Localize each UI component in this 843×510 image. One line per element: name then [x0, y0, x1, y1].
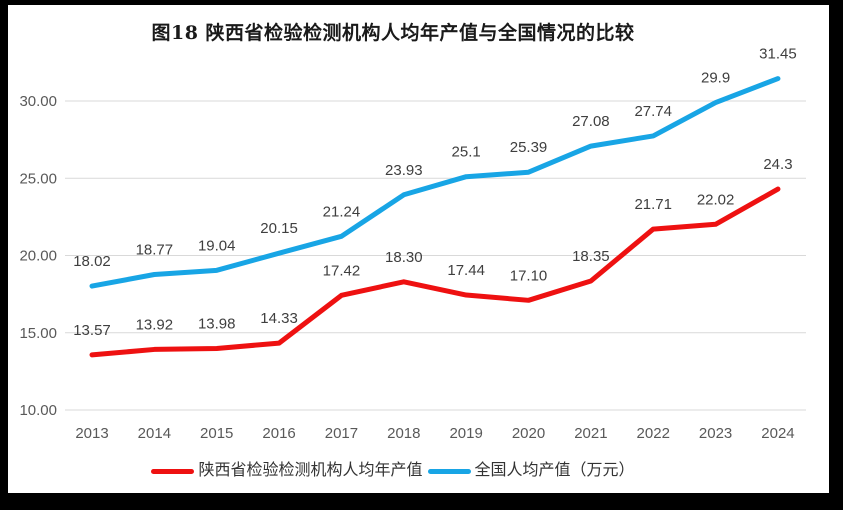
x-axis-tick-label-2016: 2016	[262, 425, 295, 442]
data-label-series0-2015: 13.98	[198, 316, 236, 333]
data-label-series1-2018: 23.93	[385, 162, 423, 179]
x-axis-tick-label-2015: 2015	[200, 425, 233, 442]
series-line-1	[89, 76, 781, 289]
y-axis-tick-label: 25.00	[19, 170, 57, 187]
x-axis-tick-label-2023: 2023	[699, 425, 732, 442]
legend-line-sample-blue	[427, 468, 471, 474]
x-axis-tick-label-2019: 2019	[449, 425, 482, 442]
data-label-series1-2016: 20.15	[260, 220, 298, 237]
data-label-series0-2021: 18.35	[572, 248, 610, 265]
data-label-series0-2022: 21.71	[634, 196, 672, 213]
y-axis-tick-label: 15.00	[19, 325, 57, 342]
legend-label-national: 全国人均产值（万元）	[474, 462, 635, 479]
data-label-series0-2023: 22.02	[697, 191, 735, 208]
data-label-series0-2013: 13.57	[73, 322, 111, 339]
chart-title: 图18 陕西省检验检测机构人均年产值与全国情况的比较	[151, 22, 635, 44]
data-label-series1-2024: 31.45	[759, 46, 797, 63]
legend-line-sample-red	[151, 468, 195, 474]
data-label-series1-2021: 27.08	[572, 113, 610, 130]
data-label-series1-2017: 21.24	[323, 203, 361, 220]
y-axis-tick-label: 30.00	[19, 93, 57, 110]
series-line-0	[89, 186, 781, 358]
data-label-series1-2014: 18.77	[136, 242, 174, 259]
legend-label-shaanxi: 陕西省检验检测机构人均年产值	[198, 462, 423, 479]
data-label-series0-2019: 17.44	[447, 262, 485, 279]
data-label-series1-2023: 29.9	[701, 70, 730, 87]
data-label-series0-2024: 24.3	[763, 156, 792, 173]
data-label-series1-2015: 19.04	[198, 237, 236, 254]
data-label-series1-2019: 25.1	[452, 144, 481, 161]
chart-legend: 陕西省检验检测机构人均年产值 全国人均产值（万元）	[8, 460, 778, 482]
x-axis-tick-label-2022: 2022	[637, 425, 670, 442]
data-label-series0-2016: 14.33	[260, 310, 298, 327]
data-label-series1-2013: 18.02	[73, 253, 111, 270]
x-axis-tick-label-2017: 2017	[325, 425, 358, 442]
data-label-series1-2020: 25.39	[510, 139, 548, 156]
data-label-series0-2017: 17.42	[323, 262, 361, 279]
data-label-series0-2018: 18.30	[385, 249, 423, 266]
chart-canvas: 图18 陕西省检验检测机构人均年产值与全国情况的比较 10.00 15.00 20.…	[8, 5, 829, 493]
legend-item-national: 全国人均产值（万元）	[427, 460, 635, 482]
x-axis-tick-label-2020: 2020	[512, 425, 545, 442]
data-label-series0-2020: 17.10	[510, 267, 548, 284]
x-axis-tick-label-2024: 2024	[761, 425, 794, 442]
x-axis-tick-label-2018: 2018	[387, 425, 420, 442]
line-chart-plot-area: 10.00 15.00 20.00 25.00 30.00 2013 2014 2015 201…	[19, 46, 806, 442]
data-label-series1-2022: 27.74	[634, 103, 672, 120]
data-label-series0-2014: 13.92	[136, 316, 174, 333]
x-axis-tick-label-2014: 2014	[138, 425, 171, 442]
x-axis-tick-label-2013: 2013	[75, 425, 108, 442]
x-axis-tick-label-2021: 2021	[574, 425, 607, 442]
y-axis-tick-label: 10.00	[19, 402, 57, 419]
legend-item-shaanxi: 陕西省检验检测机构人均年产值	[151, 460, 423, 482]
y-axis-tick-label: 20.00	[19, 248, 57, 265]
